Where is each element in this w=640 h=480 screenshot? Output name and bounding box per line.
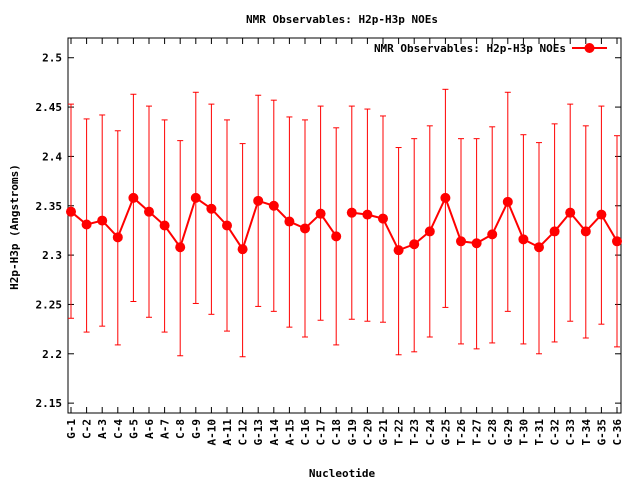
x-tick-label: G-5 bbox=[127, 419, 140, 439]
x-tick-label: C-4 bbox=[112, 419, 125, 439]
data-point bbox=[315, 208, 326, 219]
y-tick-label: 2.3 bbox=[42, 249, 62, 262]
x-tick-label: C-36 bbox=[611, 419, 624, 446]
x-tick-label: G-9 bbox=[190, 419, 203, 439]
x-tick-label: A-15 bbox=[283, 419, 296, 446]
x-tick-label: C-32 bbox=[549, 419, 562, 446]
x-tick-label: G-21 bbox=[377, 419, 390, 446]
plot-frame bbox=[67, 37, 622, 414]
y-tick-label: 2.15 bbox=[36, 397, 63, 410]
x-tick-label: T-22 bbox=[393, 419, 406, 446]
data-point bbox=[440, 192, 451, 203]
data-point bbox=[518, 234, 529, 245]
x-tick-label: A-14 bbox=[268, 419, 281, 446]
x-tick-label: C-24 bbox=[424, 419, 437, 446]
series-line bbox=[70, 196, 338, 252]
x-tick-label: C-33 bbox=[564, 419, 577, 446]
x-tick-label: A-10 bbox=[205, 419, 218, 446]
data-point bbox=[456, 236, 466, 247]
x-tick-label: A-3 bbox=[96, 419, 109, 439]
data-point bbox=[487, 229, 498, 240]
chart-title: NMR Observables: H2p-H3p NOEs bbox=[246, 13, 438, 26]
x-tick-label: C-28 bbox=[486, 419, 499, 446]
data-point bbox=[144, 206, 154, 217]
data-point bbox=[222, 220, 232, 231]
legend: NMR Observables: H2p-H3p NOEs bbox=[374, 42, 607, 55]
data-point bbox=[190, 192, 201, 203]
x-tick-label: T-26 bbox=[455, 419, 468, 446]
data-point bbox=[206, 203, 217, 214]
x-tick-label: T-31 bbox=[533, 419, 546, 446]
x-tick-label: C-17 bbox=[315, 419, 328, 446]
data-point bbox=[549, 226, 560, 237]
data-point bbox=[112, 232, 123, 243]
x-tick-label: A-11 bbox=[221, 419, 234, 446]
data-point bbox=[268, 200, 279, 211]
y-tick-label: 2.2 bbox=[42, 348, 62, 361]
x-tick-label: C-2 bbox=[81, 419, 94, 439]
y-tick-label: 2.25 bbox=[36, 298, 63, 311]
x-tick-label: A-6 bbox=[143, 419, 156, 439]
data-point bbox=[580, 226, 591, 237]
x-axis-label: Nucleotide bbox=[309, 467, 376, 480]
data-point bbox=[393, 245, 404, 256]
x-tick-label: A-7 bbox=[159, 419, 172, 439]
data-point bbox=[300, 223, 310, 234]
data-point bbox=[346, 207, 357, 218]
x-tick-label: G-19 bbox=[346, 419, 359, 446]
data-point bbox=[502, 196, 513, 207]
data-point bbox=[253, 195, 264, 206]
x-axis: G-1 C-2 A-3 C-4 G-5 A-6 A-7 C-8 G-9 A-10 A-11 C-12 G… bbox=[65, 38, 624, 446]
data-point bbox=[424, 226, 435, 237]
y-tick-label: 2.35 bbox=[36, 200, 63, 213]
y-tick-label: 2.5 bbox=[42, 52, 62, 65]
x-tick-label: G-13 bbox=[252, 419, 265, 446]
data-point bbox=[534, 242, 544, 253]
data-point bbox=[362, 209, 373, 220]
data-point bbox=[596, 209, 607, 220]
data-point bbox=[612, 236, 622, 247]
x-tick-label: C-18 bbox=[330, 419, 343, 446]
x-tick-label: C-16 bbox=[299, 419, 312, 446]
series-layer bbox=[66, 88, 622, 358]
data-point bbox=[331, 231, 342, 242]
legend-label: NMR Observables: H2p-H3p NOEs bbox=[374, 42, 566, 55]
x-tick-label: T-23 bbox=[408, 419, 421, 446]
x-tick-label: G-25 bbox=[439, 419, 452, 446]
data-point bbox=[378, 213, 388, 224]
x-tick-label: T-34 bbox=[580, 419, 593, 446]
data-point bbox=[175, 242, 186, 253]
data-point bbox=[284, 216, 295, 227]
y-axis: 2.15 2.2 2.25 2.3 2.35 2.4 2.45 2.5 bbox=[36, 52, 621, 410]
data-point bbox=[66, 206, 76, 217]
y-tick-label: 2.45 bbox=[36, 101, 63, 114]
data-point bbox=[128, 192, 139, 203]
data-point bbox=[409, 239, 420, 250]
data-point bbox=[237, 244, 248, 255]
x-tick-label: T-27 bbox=[471, 419, 484, 446]
x-tick-label: G-35 bbox=[595, 419, 608, 446]
y-axis-label: H2p-H3p (Angstroms) bbox=[8, 164, 21, 290]
series-line bbox=[351, 195, 618, 252]
x-tick-label: C-20 bbox=[361, 419, 374, 446]
data-point bbox=[159, 220, 170, 231]
data-point bbox=[81, 219, 92, 230]
data-point bbox=[471, 238, 482, 249]
y-tick-label: 2.4 bbox=[42, 150, 62, 163]
x-tick-label: T-30 bbox=[517, 419, 530, 446]
legend-marker bbox=[584, 43, 595, 53]
data-point bbox=[97, 215, 108, 226]
x-tick-label: C-8 bbox=[174, 419, 187, 439]
data-point bbox=[565, 207, 576, 218]
x-tick-label: C-12 bbox=[237, 419, 250, 446]
x-tick-label: G-29 bbox=[502, 419, 515, 446]
x-tick-label: G-1 bbox=[65, 419, 78, 439]
